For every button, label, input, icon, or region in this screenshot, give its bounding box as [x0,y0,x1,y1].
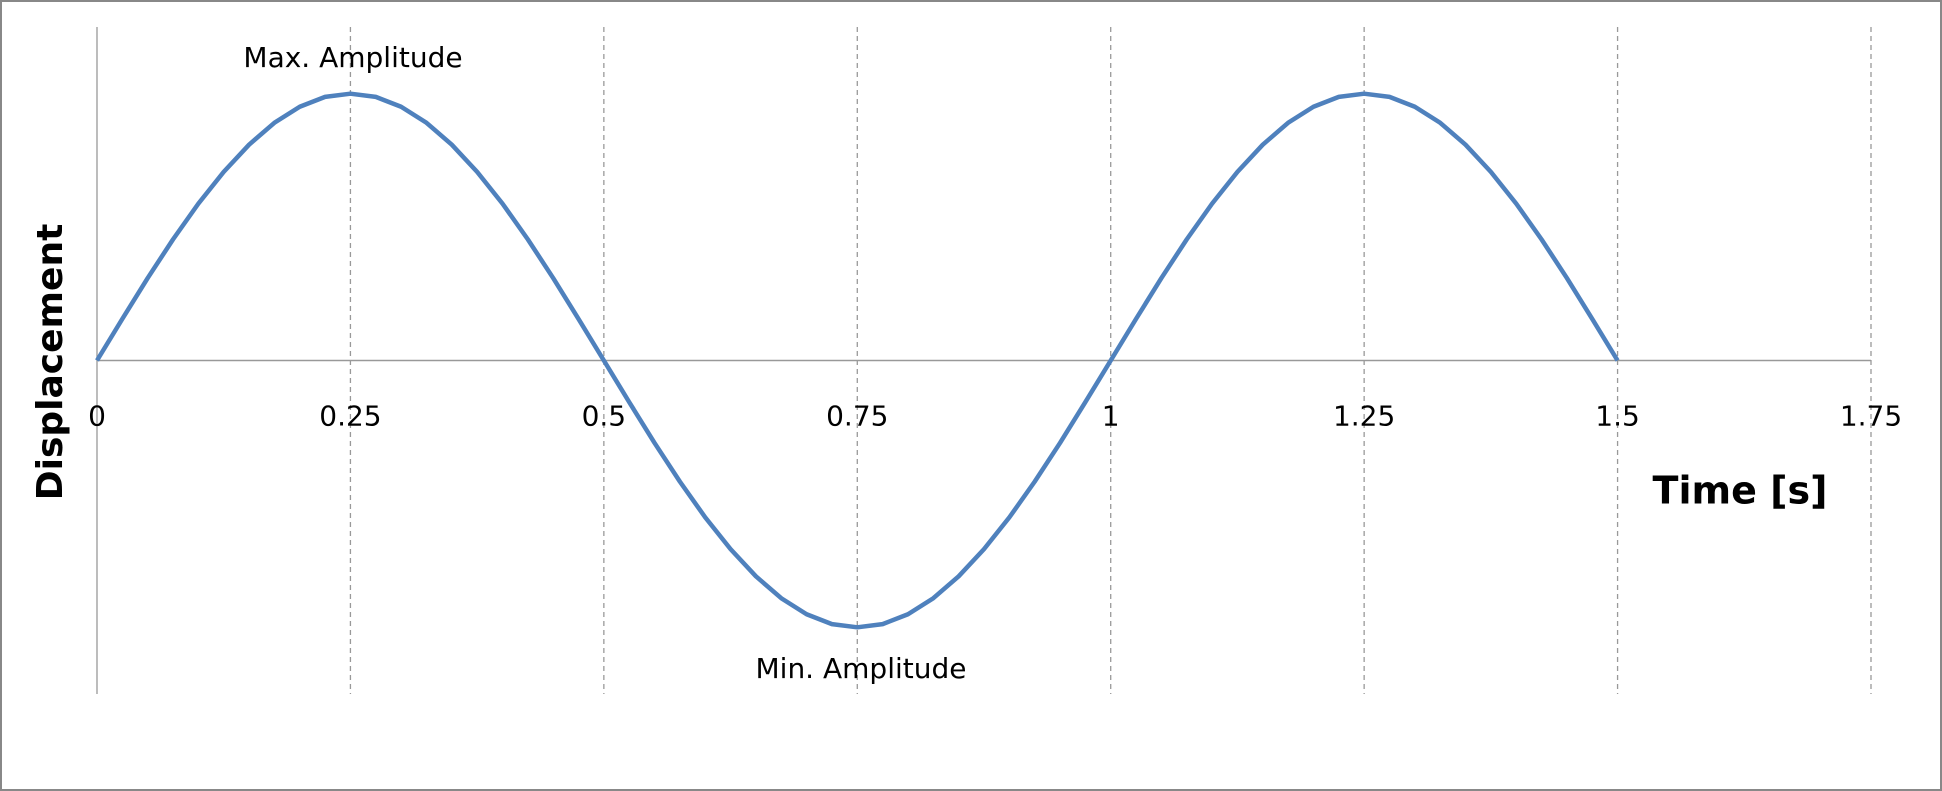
x-tick-label: 1.5 [1595,400,1640,433]
x-tick-label: 1.25 [1333,400,1395,433]
y-axis-label: Displacement [30,224,71,501]
x-tick-label: 0 [88,400,106,433]
annotation: Max. Amplitude [243,41,462,74]
x-tick-label: 0.25 [319,400,381,433]
x-tick-label: 0.75 [826,400,888,433]
x-tick-label: 1 [1102,400,1120,433]
data-line [95,91,1620,630]
x-tick-label: 0.5 [582,400,627,433]
x-tick-label: 1.75 [1840,400,1902,433]
x-axis-label: Time [s] [1653,469,1828,513]
annotation: Min. Amplitude [756,652,967,685]
